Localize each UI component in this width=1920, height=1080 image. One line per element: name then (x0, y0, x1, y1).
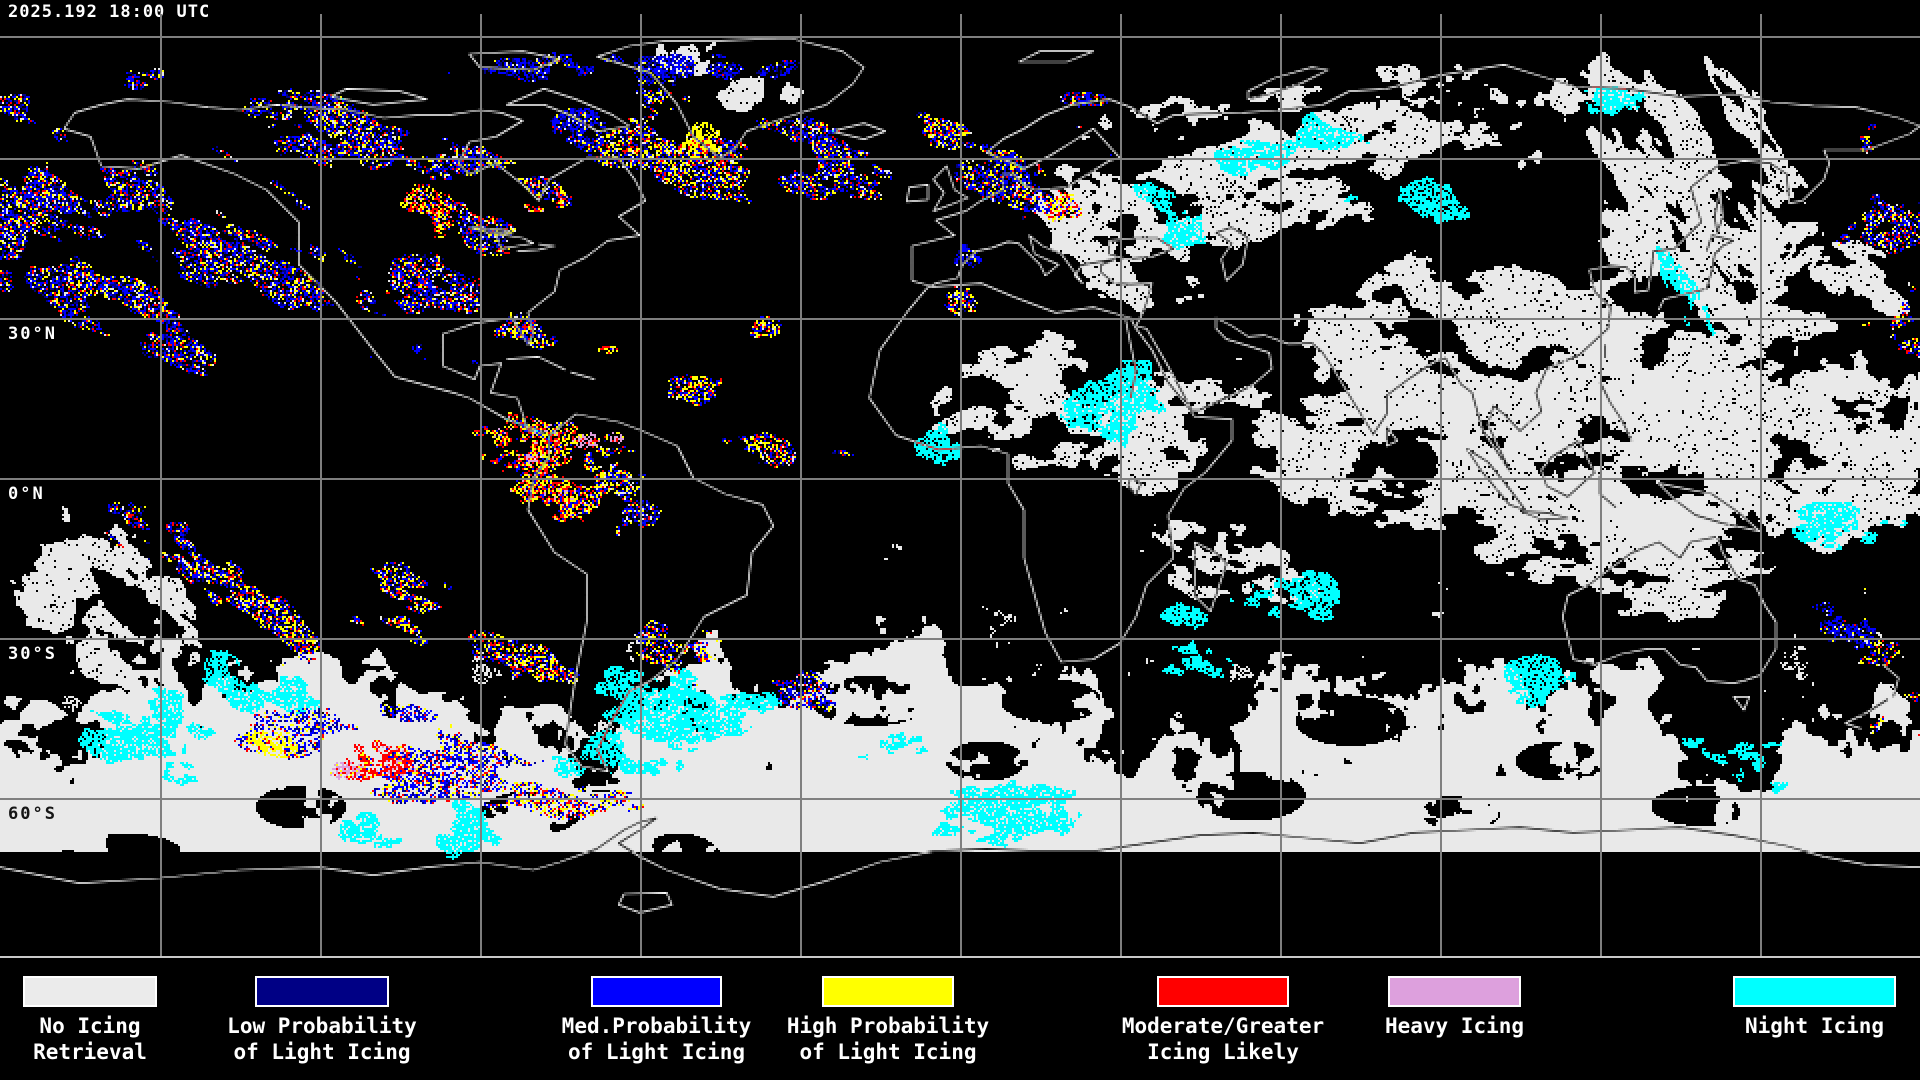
legend-item-moderate-greater: Moderate/Greater Icing Likely (1083, 976, 1363, 1065)
legend-item-night-icing: Night Icing (1675, 976, 1920, 1039)
legend-item-no-icing: No Icing Retrieval (0, 976, 230, 1065)
legend-item-med-probability: Med.Probability of Light Icing (517, 976, 797, 1065)
latitude-label-30n: 30°N (8, 324, 57, 344)
legend-bar: No Icing Retrieval Low Probability of Ligh… (0, 958, 1920, 1080)
legend-swatch-moderate-greater (1157, 976, 1289, 1007)
timestamp-label: 2025.192 18:00 UTC (8, 2, 211, 22)
legend-swatch-night-icing (1733, 976, 1896, 1007)
legend-swatch-high-probability (822, 976, 954, 1007)
latitude-label-0n: 0°N (8, 484, 45, 504)
legend-item-heavy-icing: Heavy Icing (1315, 976, 1595, 1039)
legend-swatch-no-icing (23, 976, 157, 1007)
latitude-label-60s: 60°S (8, 804, 57, 824)
legend-swatch-med-probability (591, 976, 722, 1007)
latitude-label-30s: 30°S (8, 644, 57, 664)
legend-item-high-probability: High Probability of Light Icing (748, 976, 1028, 1065)
world-icing-map (0, 0, 1920, 958)
legend-swatch-heavy-icing (1388, 976, 1521, 1007)
legend-item-low-probability: Low Probability of Light Icing (182, 976, 462, 1065)
legend-swatch-low-probability (255, 976, 389, 1007)
